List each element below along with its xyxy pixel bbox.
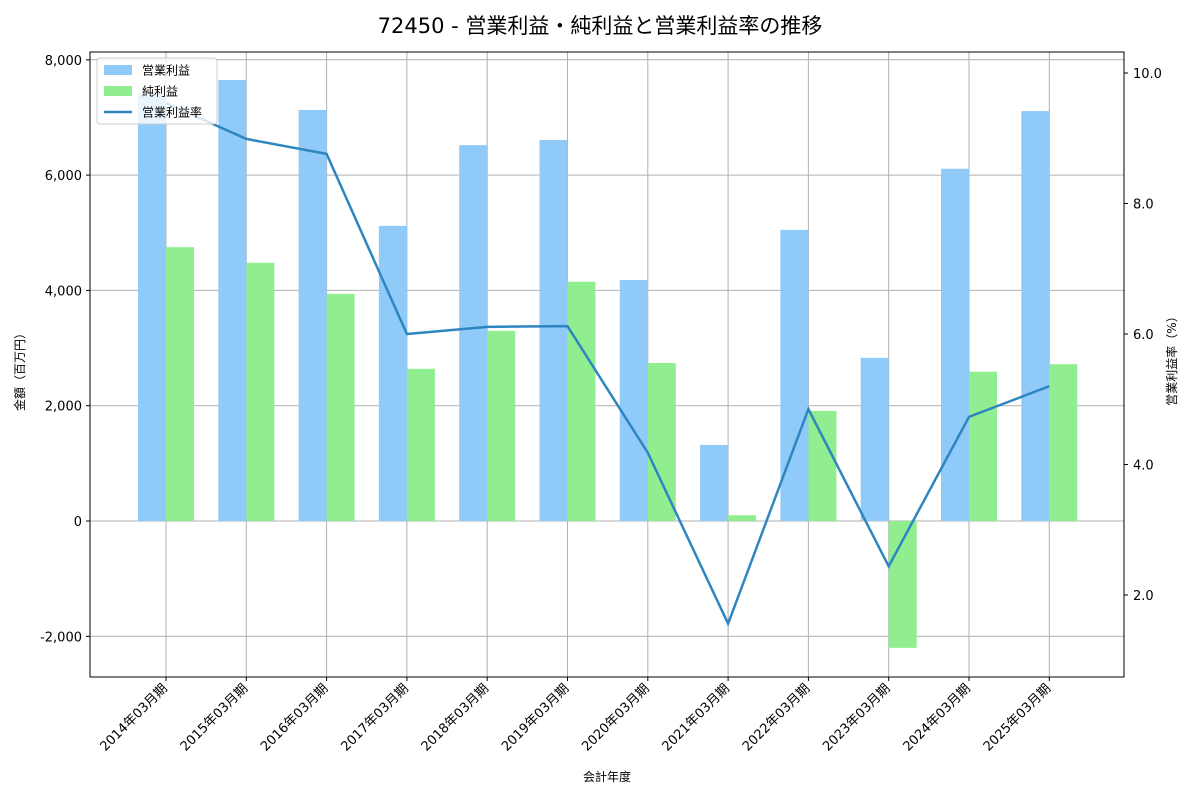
- x-axis-label: 会計年度: [583, 769, 631, 784]
- svg-text:2,000: 2,000: [45, 400, 82, 415]
- svg-text:6,000: 6,000: [45, 169, 82, 184]
- svg-text:2014年03月期: 2014年03月期: [98, 681, 171, 754]
- svg-text:2023年03月期: 2023年03月期: [820, 681, 893, 754]
- bar: 純利益 2018年03月期: 3300: [487, 330, 516, 521]
- legend-label: 営業利益: [142, 64, 190, 78]
- svg-text:2024年03月期: 2024年03月期: [901, 681, 974, 754]
- bar-series-0: 営業利益 2014年03月期: 7400 営業利益 2015年03月期: 7650…: [138, 79, 1050, 522]
- bar: 営業利益 2019年03月期: 6610: [539, 139, 568, 521]
- bar-series-1: 純利益 2014年03月期: 4750 純利益 2015年03月期: 4480 純利…: [166, 247, 1078, 648]
- legend-label: 営業利益率: [142, 105, 202, 120]
- left-axis: -2,000 0 2,000 4,000 6,000 8,000: [40, 54, 90, 645]
- bar: 営業利益 2014年03月期: 7400: [138, 94, 166, 521]
- svg-text:0: 0: [74, 515, 82, 530]
- bar: 純利益 2019年03月期: 4150: [567, 281, 596, 521]
- svg-text:2.0: 2.0: [1133, 589, 1154, 604]
- svg-text:8,000: 8,000: [45, 54, 82, 69]
- svg-text:2017年03月期: 2017年03月期: [338, 681, 411, 754]
- bar: 純利益 2022年03月期: 1910: [808, 410, 837, 521]
- bar: 営業利益 2025年03月期: 7110: [1021, 111, 1050, 522]
- bar: 営業利益 2020年03月期: 4180: [619, 280, 648, 521]
- y-axis-label: 金額（百万円）: [12, 327, 27, 411]
- bar: 営業利益 2022年03月期: 5050: [780, 229, 809, 521]
- bar: 営業利益 2017年03月期: 5120: [378, 225, 407, 521]
- bar: 営業利益 2016年03月期: 7130: [298, 109, 327, 521]
- svg-text:6.0: 6.0: [1133, 328, 1154, 343]
- svg-text:-2,000: -2,000: [40, 630, 82, 645]
- right-axis: 2.0 4.0 6.0 8.0 10.0: [1124, 67, 1162, 604]
- svg-text:2022年03月期: 2022年03月期: [740, 681, 813, 754]
- bar: 純利益 2015年03月期: 4480: [246, 262, 275, 521]
- svg-text:2021年03月期: 2021年03月期: [660, 681, 733, 754]
- bar: 営業利益 2021年03月期: 1320: [700, 444, 729, 521]
- bar: 純利益 2014年03月期: 4750: [166, 247, 194, 521]
- svg-text:2018年03月期: 2018年03月期: [419, 681, 492, 754]
- bar: 純利益 2021年03月期: 100: [728, 515, 757, 521]
- plot-frame: [89, 51, 1125, 678]
- legend-swatch: [104, 65, 132, 75]
- svg-text:4.0: 4.0: [1133, 459, 1154, 474]
- bar: 純利益 2016年03月期: 3940: [326, 293, 355, 521]
- bar: 営業利益 2018年03月期: 6520: [459, 145, 488, 521]
- bar: 純利益 2025年03月期: 2720: [1049, 364, 1078, 521]
- svg-text:2016年03月期: 2016年03月期: [258, 681, 331, 754]
- bar: 営業利益 2015年03月期: 7650: [218, 79, 247, 521]
- legend-label: 純利益: [142, 85, 178, 99]
- svg-text:2025年03月期: 2025年03月期: [981, 681, 1054, 754]
- legend-swatch: [104, 86, 132, 96]
- svg-text:2020年03月期: 2020年03月期: [579, 681, 652, 754]
- y2-axis-label: 営業利益率（%）: [1164, 310, 1179, 405]
- bar: 純利益 2017年03月期: 2640: [406, 368, 435, 521]
- bar: 営業利益 2023年03月期: 2830: [860, 357, 889, 521]
- svg-text:4,000: 4,000: [45, 284, 82, 299]
- bar: 純利益 2024年03月期: 2590: [969, 371, 997, 521]
- svg-text:2015年03月期: 2015年03月期: [178, 681, 251, 754]
- svg-text:10.0: 10.0: [1133, 67, 1162, 82]
- line-series: [165, 101, 1050, 627]
- x-axis: 2014年03月期 2015年03月期 2016年03月期 2017年03月期 2018…: [98, 677, 1054, 755]
- svg-text:2019年03月期: 2019年03月期: [499, 681, 572, 754]
- bar: 営業利益 2024年03月期: 6110: [941, 168, 969, 522]
- svg-text:8.0: 8.0: [1133, 198, 1154, 213]
- chart-title: 72450 - 営業利益・純利益と営業利益率の推移: [377, 14, 823, 38]
- bar: 純利益 2020年03月期: 2740: [647, 363, 676, 521]
